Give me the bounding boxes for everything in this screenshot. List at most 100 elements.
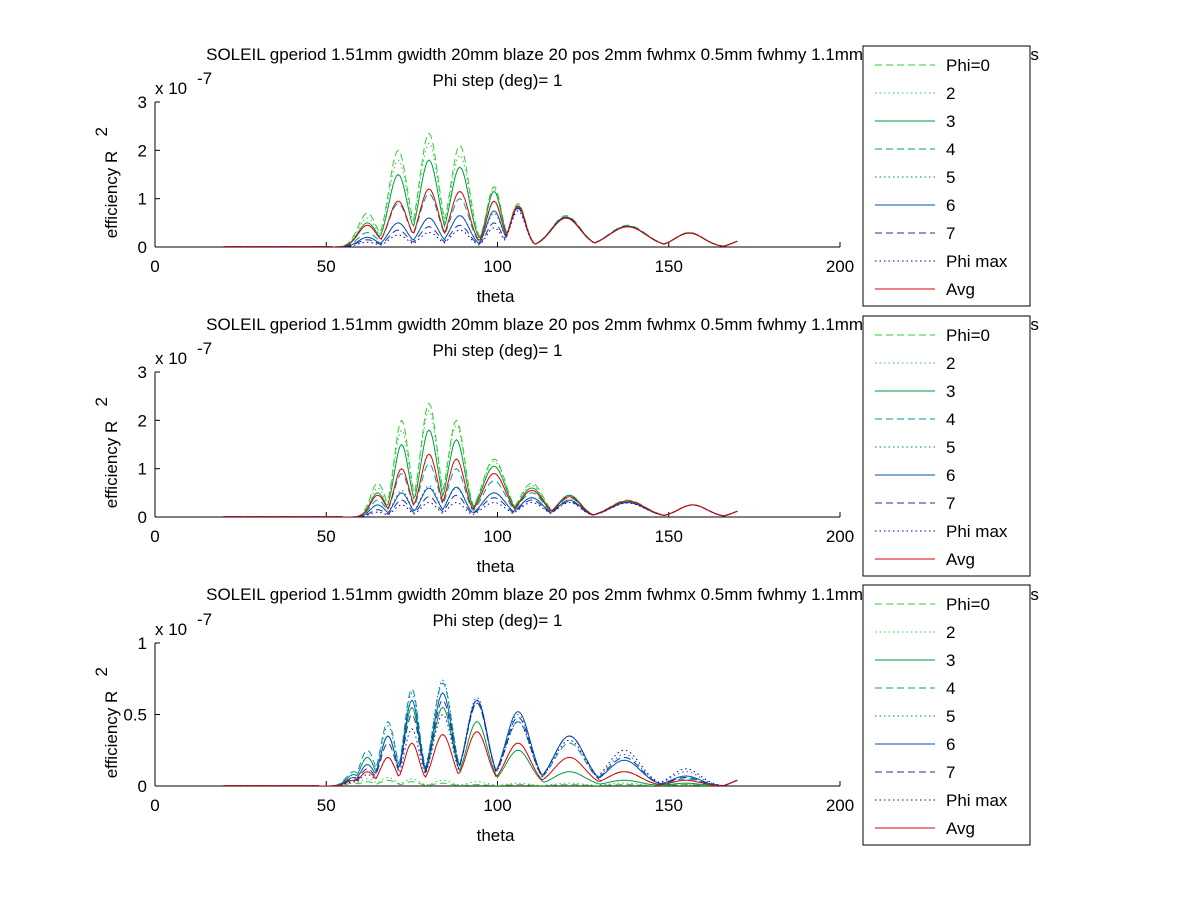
y-exponent-label: x 10 bbox=[155, 79, 187, 98]
y-tick-label: 0 bbox=[138, 777, 147, 796]
y-axis-label-sup: 2 bbox=[92, 667, 111, 676]
y-tick-label: 2 bbox=[138, 411, 147, 430]
chart-title: SOLEIL gperiod 1.51mm gwidth 20mm blaze … bbox=[206, 585, 1039, 604]
legend-entry: 4 bbox=[946, 410, 955, 429]
y-exponent-label: x 10 bbox=[155, 620, 187, 639]
y-exponent-label: x 10 bbox=[155, 349, 187, 368]
y-axis-label: efficiency R bbox=[102, 421, 121, 509]
x-tick-label: 100 bbox=[483, 257, 511, 276]
legend-entry: 7 bbox=[946, 763, 955, 782]
legend-entry: 3 bbox=[946, 651, 955, 670]
y-tick-label: 0 bbox=[138, 508, 147, 527]
legend: Phi=0 2 3 4 5 6 7 Phi max Avg bbox=[862, 45, 1031, 307]
series-line-avg bbox=[223, 188, 738, 247]
legend: Phi=0 2 3 4 5 6 7 Phi max Avg bbox=[862, 584, 1031, 846]
x-tick-label: 150 bbox=[655, 257, 683, 276]
y-exponent-sup: -7 bbox=[197, 69, 212, 88]
y-exponent-sup: -7 bbox=[197, 610, 212, 629]
legend-entry: Phi=0 bbox=[946, 56, 990, 75]
series-line-3 bbox=[223, 429, 738, 517]
legend-entry: 6 bbox=[946, 466, 955, 485]
series-line-phi-max bbox=[223, 699, 738, 786]
series-line-6 bbox=[223, 486, 738, 517]
legend-entry: Phi=0 bbox=[946, 326, 990, 345]
x-tick-label: 200 bbox=[826, 527, 854, 546]
chart-subtitle: Phi step (deg)= 1 bbox=[433, 611, 563, 630]
y-axis-label-group: efficiency R 2 bbox=[92, 397, 121, 508]
series-line-3 bbox=[223, 159, 738, 247]
chart-subtitle: Phi step (deg)= 1 bbox=[433, 71, 563, 90]
legend-entry: Avg bbox=[946, 280, 975, 299]
legend-entry: 5 bbox=[946, 438, 955, 457]
series-line-5 bbox=[223, 679, 738, 786]
series-line-phi-0 bbox=[223, 132, 738, 247]
y-axis-label: efficiency R bbox=[102, 151, 121, 239]
legend-entry: Phi max bbox=[946, 791, 1008, 810]
chart-title: SOLEIL gperiod 1.51mm gwidth 20mm blaze … bbox=[206, 315, 1039, 334]
series-line-2 bbox=[223, 409, 738, 517]
y-axis-label-group: efficiency R 2 bbox=[92, 127, 121, 238]
legend-entry: 3 bbox=[946, 382, 955, 401]
legend-entry: 4 bbox=[946, 140, 955, 159]
legend-box bbox=[862, 584, 1031, 846]
series-line-2 bbox=[223, 142, 738, 247]
legend-entry: Phi=0 bbox=[946, 595, 990, 614]
legend-entry: 5 bbox=[946, 707, 955, 726]
legend: Phi=0 2 3 4 5 6 7 Phi max Avg bbox=[862, 315, 1031, 577]
x-tick-label: 100 bbox=[483, 527, 511, 546]
x-tick-label: 200 bbox=[826, 257, 854, 276]
series-line-avg bbox=[223, 731, 738, 786]
y-tick-label: 0.5 bbox=[123, 706, 147, 725]
x-tick-label: 150 bbox=[655, 527, 683, 546]
series-line-3 bbox=[223, 706, 738, 786]
x-tick-label: 100 bbox=[483, 796, 511, 815]
series-line-7 bbox=[223, 699, 738, 786]
subplot-3: SOLEIL gperiod 1.51mm gwidth 20mm blaze … bbox=[92, 584, 1039, 846]
y-tick-label: 1 bbox=[138, 634, 147, 653]
x-tick-label: 50 bbox=[317, 796, 336, 815]
y-axis-label-group: efficiency R 2 bbox=[92, 667, 121, 778]
legend-entry: 2 bbox=[946, 354, 955, 373]
y-tick-label: 1 bbox=[138, 460, 147, 479]
y-tick-label: 3 bbox=[138, 363, 147, 382]
legend-entry: 2 bbox=[946, 84, 955, 103]
legend-entry: 7 bbox=[946, 494, 955, 513]
x-tick-label: 50 bbox=[317, 257, 336, 276]
legend-entry: Phi max bbox=[946, 522, 1008, 541]
x-axis-label: theta bbox=[477, 287, 515, 306]
legend-entry: 7 bbox=[946, 224, 955, 243]
legend-box bbox=[862, 45, 1031, 307]
legend-entry: 5 bbox=[946, 168, 955, 187]
y-tick-label: 2 bbox=[138, 141, 147, 160]
y-axis-label: efficiency R bbox=[102, 691, 121, 779]
legend-entry: 6 bbox=[946, 196, 955, 215]
chart-title: SOLEIL gperiod 1.51mm gwidth 20mm blaze … bbox=[206, 45, 1039, 64]
y-tick-label: 0 bbox=[138, 238, 147, 257]
y-tick-label: 3 bbox=[138, 93, 147, 112]
chart-subtitle: Phi step (deg)= 1 bbox=[433, 341, 563, 360]
x-axis-label: theta bbox=[477, 826, 515, 845]
legend-entry: 3 bbox=[946, 112, 955, 131]
legend-entry: Avg bbox=[946, 550, 975, 569]
x-axis-label: theta bbox=[477, 557, 515, 576]
y-exponent-sup: -7 bbox=[197, 339, 212, 358]
legend-box bbox=[862, 315, 1031, 577]
x-tick-label: 50 bbox=[317, 527, 336, 546]
x-tick-label: 0 bbox=[150, 527, 159, 546]
y-tick-label: 1 bbox=[138, 190, 147, 209]
legend-entry: 2 bbox=[946, 623, 955, 642]
legend-entry: Phi max bbox=[946, 252, 1008, 271]
x-tick-label: 200 bbox=[826, 796, 854, 815]
series-line-phi-0 bbox=[223, 779, 738, 786]
series-line-avg bbox=[223, 453, 738, 517]
subplot-1: SOLEIL gperiod 1.51mm gwidth 20mm blaze … bbox=[92, 45, 1039, 307]
x-tick-label: 150 bbox=[655, 796, 683, 815]
y-axis-label-sup: 2 bbox=[92, 397, 111, 406]
x-tick-label: 0 bbox=[150, 257, 159, 276]
y-axis-label-sup: 2 bbox=[92, 127, 111, 136]
x-tick-label: 0 bbox=[150, 796, 159, 815]
series-line-6 bbox=[223, 206, 738, 247]
legend-entry: Avg bbox=[946, 819, 975, 838]
legend-entry: 4 bbox=[946, 679, 955, 698]
